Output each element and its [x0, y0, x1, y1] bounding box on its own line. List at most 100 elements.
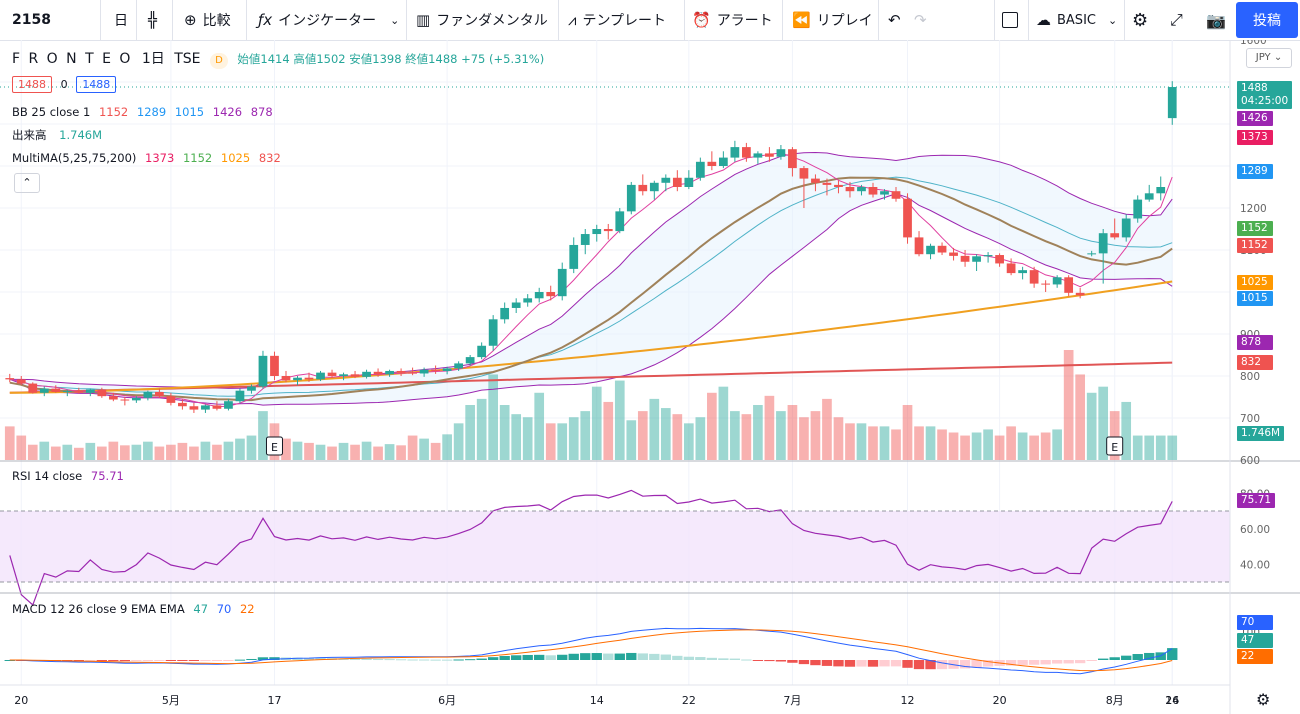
price-tag: 1373 — [1237, 130, 1273, 145]
macd-histogram-bar — [430, 659, 441, 661]
collapse-legend-button[interactable]: ⌃ — [14, 173, 40, 193]
fundamental-label: ファンダメンタル — [436, 13, 548, 29]
cloud-icon: ☁ — [1036, 11, 1051, 29]
volume-bar — [960, 435, 970, 460]
candle-body — [903, 198, 912, 238]
chart-type-candles-icon[interactable]: ╬ — [148, 11, 158, 29]
ma-label: MultiMA(5,25,75,200) — [12, 151, 137, 165]
replay-label: リプレイ — [816, 13, 873, 29]
date-label: 20 — [14, 694, 28, 707]
compare-button[interactable]: ⊕ 比較 — [184, 0, 231, 40]
macd-histogram-bar — [787, 660, 798, 663]
price-tag-value: 47 — [1241, 634, 1255, 646]
macd-histogram-bar — [108, 660, 119, 662]
candle-body — [396, 370, 406, 373]
currency-label: JPY — [1255, 52, 1271, 63]
macd-histogram-bar — [1074, 660, 1086, 664]
macd-histogram-bar — [96, 660, 108, 661]
bb-legend[interactable]: BB 25 close 1 1152 1289 1015 1426 878 — [12, 105, 278, 119]
volume-bar — [476, 398, 487, 460]
ma-value: 1025 — [220, 151, 251, 165]
volume-bar — [315, 444, 326, 460]
chevron-down-icon: ⌄ — [1107, 13, 1118, 27]
macd-histogram-bar — [982, 660, 994, 667]
macd-histogram-bar — [626, 652, 637, 660]
settings-button[interactable]: ⚙ — [1132, 0, 1154, 40]
volume-value: 1.746M — [59, 128, 103, 142]
candle-body — [74, 391, 84, 393]
fundamental-button[interactable]: ▥ ファンダメンタル — [416, 0, 548, 40]
replay-button[interactable]: ⏪ リプレイ — [792, 0, 873, 40]
layout-name-button[interactable]: ☁ BASIC ⌄ — [1036, 0, 1117, 40]
volume-bar — [971, 432, 982, 460]
price-tag: 1488 04:25:00 — [1237, 81, 1293, 109]
price-tag-value: 1025 — [1241, 276, 1268, 288]
alert-button[interactable]: ⏰ アラート — [692, 0, 773, 40]
macd-histogram-bar — [1051, 660, 1063, 664]
candle-body — [523, 298, 533, 303]
macd-legend[interactable]: MACD 12 26 close 9 EMA EMA 47 70 22 — [12, 602, 260, 616]
macd-histogram-bar — [1121, 655, 1132, 660]
camera-icon: 📷 — [1206, 10, 1226, 30]
volume-bar — [833, 417, 844, 460]
macd-histogram-bar — [672, 655, 683, 660]
volume-bar — [1098, 386, 1109, 460]
macd-histogram-bar — [729, 658, 741, 660]
ma-legend[interactable]: MultiMA(5,25,75,200) 1373 1152 1025 832 — [12, 151, 286, 165]
candle-body — [385, 370, 394, 375]
sell-price-button[interactable]: 1488 — [12, 76, 52, 93]
volume-bar — [683, 423, 694, 460]
candle-body — [39, 388, 49, 393]
candle-body — [857, 187, 866, 192]
buy-price-button[interactable]: 1488 — [76, 76, 117, 93]
chart-settings-button[interactable]: ⚙ — [1256, 690, 1270, 709]
volume-bar — [246, 435, 257, 460]
macd-histogram-bar — [810, 660, 821, 666]
candle-body — [834, 184, 843, 187]
candle-body — [51, 388, 61, 392]
candle-body — [189, 406, 199, 410]
candle-body — [442, 368, 452, 371]
template-label: テンプレート — [582, 13, 667, 29]
symbol-search[interactable]: 2158 — [12, 12, 51, 28]
candle-body — [569, 244, 579, 269]
macd-histogram-bar — [142, 660, 154, 661]
fullscreen-button[interactable]: ⤢ — [1170, 0, 1189, 40]
candle-body — [224, 401, 233, 409]
undo-button[interactable]: ↶ — [888, 0, 907, 40]
candle-body — [281, 376, 291, 381]
volume-bar — [879, 426, 890, 460]
volume-bar — [1029, 435, 1039, 460]
macd-histogram-bar — [1144, 652, 1155, 660]
gear-icon: ⚙ — [1132, 9, 1149, 31]
volume-bar — [154, 446, 165, 460]
volume-bar — [223, 441, 234, 460]
macd-histogram-bar — [361, 658, 372, 660]
spread-value: 0 — [60, 78, 68, 91]
volume-bar — [856, 423, 867, 460]
volume-bar — [718, 386, 729, 460]
indicators-button[interactable]: ƒx インジケーター ⌄ — [258, 0, 399, 40]
price-tag: 1015 — [1237, 291, 1273, 306]
volume-bar — [1109, 411, 1120, 460]
post-button[interactable]: 投稿 — [1236, 2, 1298, 38]
screenshot-button[interactable]: 📷 — [1206, 0, 1232, 40]
volume-legend[interactable]: 出来高 1.746M — [12, 127, 107, 143]
volume-bar — [430, 442, 441, 460]
price-tick-label: 800 — [1240, 371, 1260, 383]
currency-selector[interactable]: JPY ⌄ — [1246, 48, 1292, 68]
macd-histogram-bar — [971, 660, 982, 668]
volume-bar — [730, 411, 740, 460]
layout-toggle-button[interactable] — [1002, 0, 1018, 40]
template-button[interactable]: ⩘ テンプレート — [568, 0, 666, 40]
macd-histogram-bar — [1017, 660, 1028, 665]
volume-bar — [695, 417, 706, 460]
candle-body — [972, 256, 981, 262]
macd-histogram-bar — [718, 658, 729, 660]
macd-histogram-bar — [407, 659, 418, 661]
rsi-legend[interactable]: RSI 14 close 75.71 — [12, 469, 129, 483]
redo-button[interactable]: ↷ — [914, 0, 933, 40]
candle-body — [212, 405, 222, 409]
interval-button[interactable]: 日 — [114, 13, 128, 29]
